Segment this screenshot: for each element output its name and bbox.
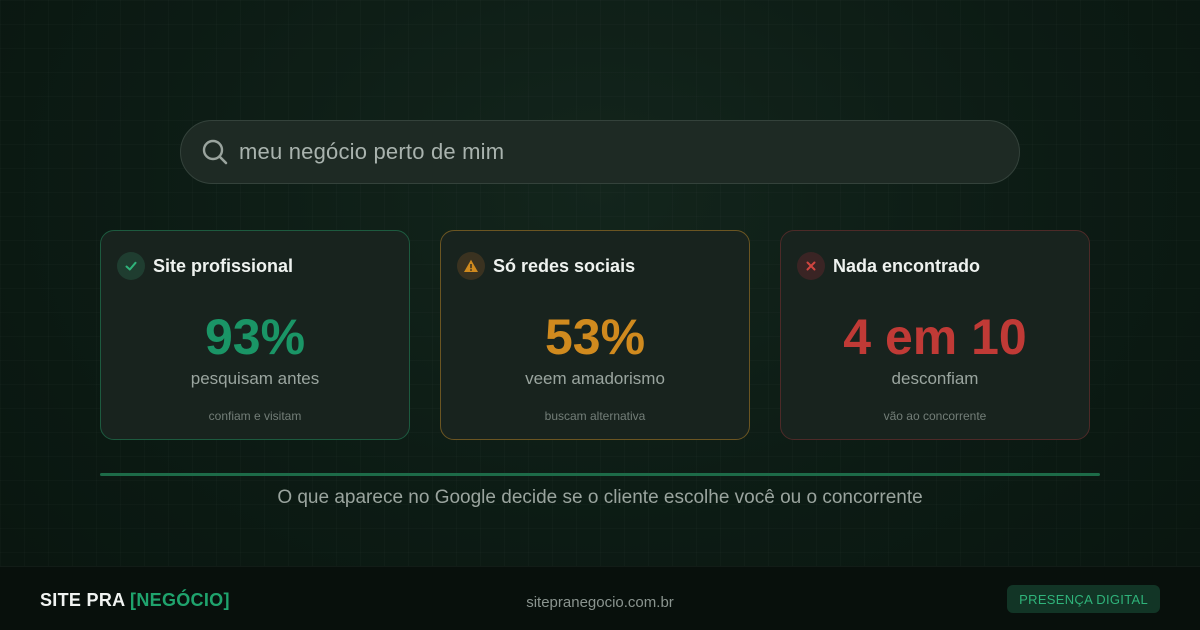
search-icon: [201, 138, 229, 166]
footer: SITE PRA [NEGÓCIO] sitepranegocio.com.br…: [0, 566, 1200, 630]
brand-logo: SITE PRA [NEGÓCIO]: [40, 590, 230, 611]
card-stat-sub: vão ao concorrente: [883, 409, 987, 423]
card-title: Nada encontrado: [833, 255, 981, 276]
brand-prefix: SITE PRA: [40, 590, 131, 610]
card-stat-sub: confiam e visitam: [208, 409, 302, 423]
card-title: Site profissional: [153, 255, 294, 276]
card-stat: 4 em 10: [843, 309, 1027, 365]
card-nada-encontrado: Nada encontrado 4 em 10 desconfiam vão a…: [780, 230, 1090, 440]
divider: [100, 473, 1100, 476]
card-stat: 93%: [204, 309, 306, 365]
warning-icon: [457, 252, 485, 280]
check-icon: [117, 252, 145, 280]
close-icon: [797, 252, 825, 280]
brand-accent: [NEGÓCIO]: [130, 590, 230, 610]
site-domain: sitepranegocio.com.br: [526, 594, 674, 611]
card-stat-label: desconfiam: [891, 369, 979, 388]
card-stat-sub: buscam alternativa: [544, 409, 646, 423]
card-site-profissional: Site profissional 93% pesquisam antes co…: [100, 230, 410, 440]
presence-badge: PRESENÇA DIGITAL: [1007, 585, 1160, 613]
card-stat-label: veem amadorismo: [525, 369, 665, 388]
tagline: O que aparece no Google decide se o clie…: [277, 487, 923, 508]
search-query: meu negócio perto de mim: [239, 139, 505, 164]
card-stat: 53%: [544, 309, 646, 365]
card-so-redes-sociais: Só redes sociais 53% veem amadorismo bus…: [440, 230, 750, 440]
card-title: Só redes sociais: [493, 255, 636, 276]
search-bar[interactable]: meu negócio perto de mim: [180, 120, 1020, 184]
card-stat-label: pesquisam antes: [190, 369, 320, 388]
